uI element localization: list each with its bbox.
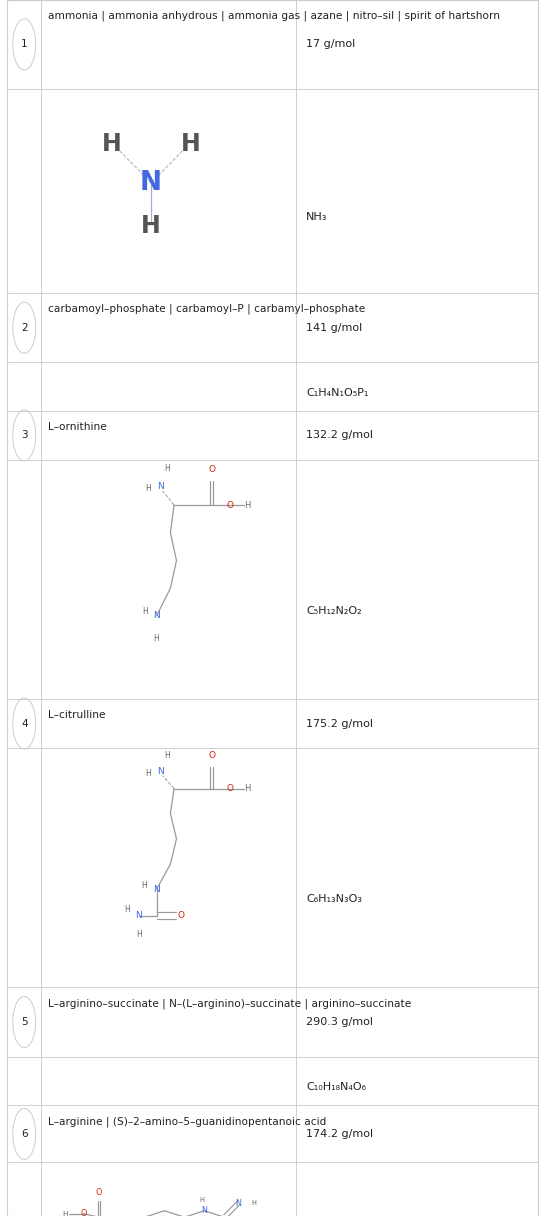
Bar: [41, 460, 296, 699]
Text: O: O: [208, 465, 215, 474]
Text: O: O: [226, 501, 233, 510]
Text: H: H: [244, 501, 251, 510]
Text: H: H: [146, 770, 152, 778]
Bar: [41, 987, 296, 1057]
Bar: [7, 411, 41, 460]
Text: H: H: [136, 930, 142, 939]
Text: H: H: [146, 484, 152, 494]
Text: H: H: [141, 214, 161, 238]
Bar: [296, 293, 538, 362]
Bar: [41, 748, 296, 987]
Bar: [41, 1105, 296, 1162]
Text: 3: 3: [21, 430, 28, 440]
Bar: [296, 89, 538, 293]
Bar: [7, 362, 41, 411]
Bar: [7, 1057, 41, 1105]
Text: H: H: [181, 133, 201, 156]
Text: L–arginine | (S)–2–amino–5–guanidinopentanoic acid: L–arginine | (S)–2–amino–5–guanidinopent…: [48, 1116, 326, 1127]
Bar: [7, 293, 41, 362]
Text: L–ornithine: L–ornithine: [48, 422, 107, 432]
Text: H: H: [124, 905, 130, 914]
Text: L–arginino–succinate | N–(L–arginino)–succinate | arginino–succinate: L–arginino–succinate | N–(L–arginino)–su…: [48, 998, 411, 1009]
Text: H: H: [142, 882, 147, 890]
Text: N: N: [140, 170, 162, 196]
Text: 174.2 g/mol: 174.2 g/mol: [306, 1128, 373, 1139]
Text: N: N: [158, 767, 164, 776]
Text: O: O: [226, 784, 233, 793]
Text: N: N: [153, 612, 160, 620]
Text: H: H: [164, 751, 169, 760]
Bar: [296, 748, 538, 987]
Text: C₅H₁₂N₂O₂: C₅H₁₂N₂O₂: [306, 606, 362, 615]
Bar: [41, 1162, 296, 1216]
Bar: [41, 1057, 296, 1105]
Text: N: N: [136, 911, 142, 921]
Text: O: O: [178, 911, 185, 921]
Bar: [41, 699, 296, 748]
Text: 132.2 g/mol: 132.2 g/mol: [306, 430, 373, 440]
Text: O: O: [95, 1188, 102, 1198]
Bar: [41, 0, 296, 89]
Text: H: H: [199, 1197, 204, 1203]
Bar: [41, 411, 296, 460]
Bar: [7, 1105, 41, 1162]
Text: N: N: [235, 1199, 241, 1207]
Text: C₆H₁₃N₃O₃: C₆H₁₃N₃O₃: [306, 894, 362, 903]
Text: N: N: [153, 885, 160, 894]
Text: 5: 5: [21, 1017, 28, 1028]
Bar: [296, 987, 538, 1057]
Text: O: O: [208, 751, 215, 760]
Text: ammonia | ammonia anhydrous | ammonia gas | azane | nitro–sil | spirit of hartsh: ammonia | ammonia anhydrous | ammonia ga…: [48, 11, 500, 22]
Text: 4: 4: [21, 719, 28, 728]
Bar: [7, 1162, 41, 1216]
Bar: [7, 699, 41, 748]
Text: H: H: [164, 465, 169, 473]
Text: H: H: [154, 634, 160, 643]
Text: N: N: [202, 1206, 207, 1215]
Text: L–citrulline: L–citrulline: [48, 710, 106, 720]
Text: 2: 2: [21, 322, 28, 333]
Bar: [7, 89, 41, 293]
Bar: [296, 411, 538, 460]
Text: C₁₀H₁₈N₄O₆: C₁₀H₁₈N₄O₆: [306, 1082, 366, 1092]
Bar: [296, 1057, 538, 1105]
Text: H: H: [62, 1211, 67, 1216]
Text: carbamoyl–phosphate | carbamoyl–P | carbamyl–phosphate: carbamoyl–phosphate | carbamoyl–P | carb…: [48, 304, 365, 315]
Text: 17 g/mol: 17 g/mol: [306, 39, 355, 50]
Bar: [296, 460, 538, 699]
Bar: [296, 1105, 538, 1162]
Text: 1: 1: [21, 39, 28, 50]
Text: N: N: [158, 482, 164, 491]
Bar: [7, 987, 41, 1057]
Text: O: O: [80, 1209, 87, 1216]
Text: C₁H₄N₁O₅P₁: C₁H₄N₁O₅P₁: [306, 388, 368, 398]
Text: 141 g/mol: 141 g/mol: [306, 322, 362, 333]
Bar: [7, 460, 41, 699]
Bar: [41, 293, 296, 362]
Bar: [296, 0, 538, 89]
Bar: [296, 362, 538, 411]
Bar: [296, 699, 538, 748]
Text: 175.2 g/mol: 175.2 g/mol: [306, 719, 373, 728]
Bar: [7, 0, 41, 89]
Text: H: H: [142, 607, 148, 617]
Text: NH₃: NH₃: [306, 213, 328, 223]
Bar: [41, 89, 296, 293]
Bar: [41, 362, 296, 411]
Text: 290.3 g/mol: 290.3 g/mol: [306, 1017, 373, 1028]
Text: 6: 6: [21, 1128, 28, 1139]
Text: H: H: [244, 784, 251, 793]
Bar: [7, 748, 41, 987]
Text: H: H: [102, 133, 122, 156]
Text: H: H: [251, 1200, 256, 1206]
Bar: [296, 1162, 538, 1216]
